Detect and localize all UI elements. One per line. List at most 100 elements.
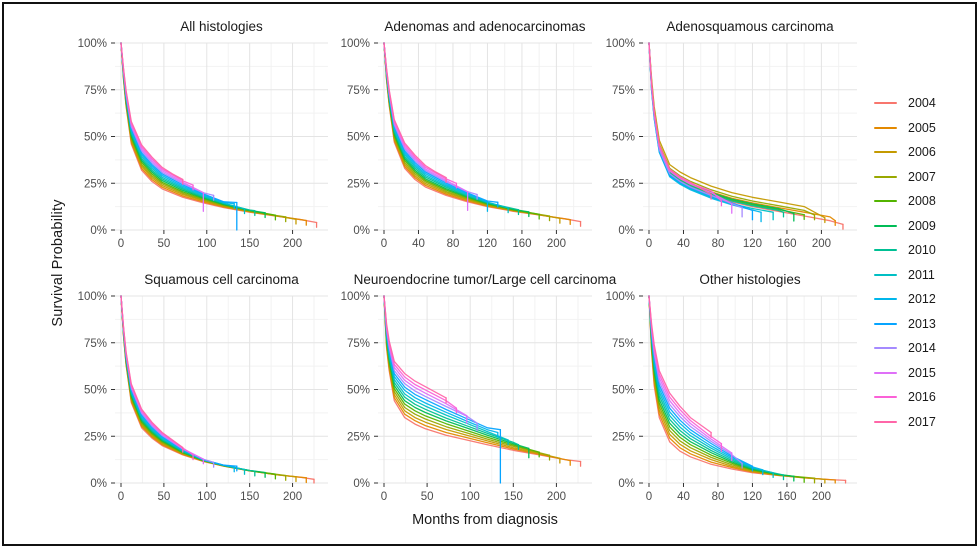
x-tick-label: 80	[712, 238, 725, 250]
survival-curves	[383, 42, 582, 227]
y-tick-label: 25%	[347, 431, 370, 443]
legend-label: 2012	[908, 292, 936, 306]
gridlines	[643, 42, 857, 231]
axis-ticks	[374, 295, 557, 487]
y-tick-label: 75%	[347, 85, 370, 97]
y-tick-label: 50%	[84, 385, 107, 397]
legend-label: 2016	[908, 390, 936, 404]
legend-label: 2004	[908, 96, 936, 110]
x-tick-label: 0	[646, 238, 652, 250]
x-tick-label: 200	[283, 238, 302, 250]
y-tick-label: 100%	[78, 291, 107, 303]
x-tick-label: 0	[118, 238, 124, 250]
survival-curve-2015	[120, 42, 204, 194]
legend-item-2014: 2014	[874, 336, 936, 361]
survival-curve-2004	[648, 295, 847, 482]
legend-item-2005: 2005	[874, 116, 936, 141]
survival-curve-2015	[383, 42, 469, 193]
y-axis-title: Survival Probability	[50, 199, 66, 327]
survival-curves	[648, 295, 847, 484]
x-tick-label: 40	[412, 238, 425, 250]
legend-label: 2013	[908, 316, 936, 331]
survival-curve-2017	[120, 42, 184, 181]
y-tick-label: 25%	[612, 431, 635, 443]
y-tick-label: 100%	[341, 291, 370, 303]
x-tick-label: 120	[743, 238, 762, 250]
x-tick-label: 120	[478, 238, 497, 250]
x-tick-label: 160	[777, 238, 796, 250]
x-tick-label: 160	[777, 491, 796, 503]
legend-label: 2006	[908, 145, 936, 159]
survival-curve-2007	[648, 295, 816, 479]
legend-label: 2010	[908, 243, 936, 257]
y-tick-label: 100%	[78, 38, 107, 50]
x-tick-label: 200	[283, 491, 302, 503]
survival-curve-2013	[120, 295, 238, 467]
axis-ticks	[111, 42, 294, 234]
legend-line-swatch	[874, 224, 897, 227]
panel-title: Squamous cell carcinoma	[144, 272, 299, 287]
survival-curve-2017	[648, 42, 712, 196]
survival-curve-2015	[648, 42, 733, 205]
legend-label: 2005	[908, 120, 936, 135]
survival-curve-2009	[648, 42, 795, 215]
axis-tick-labels: 0% 25% 50% 75% 100% 0 40 80 120 160 200	[606, 38, 831, 250]
panel-adenosquamous-carcinoma: 0% 25% 50% 75% 100% 0 40 80 120 160 200 Adenosquamo…	[606, 19, 857, 250]
legend-item-2015: 2015	[874, 361, 936, 386]
legend-line-swatch	[874, 273, 897, 276]
survival-curve-2006	[648, 295, 826, 481]
legend: 2004 2005 2006 2007 2008 2009 2010 2011 2012 2013…	[874, 91, 936, 434]
gridlines	[643, 295, 857, 484]
y-tick-label: 100%	[341, 38, 370, 50]
legend-label: 2011	[908, 267, 935, 282]
y-tick-label: 75%	[84, 338, 107, 350]
panel-adenomas-and-adenocarcinomas: 0% 25% 50% 75% 100% 0 40 80 120 160 200 Adenomas an…	[341, 19, 592, 250]
survival-curves	[120, 42, 318, 231]
survival-curve-2012	[120, 295, 235, 468]
axis-ticks	[639, 295, 822, 487]
survival-curve-2004	[120, 295, 315, 480]
legend-label: 2009	[908, 218, 936, 233]
survival-curve-2008	[120, 295, 277, 475]
legend-line-swatch	[874, 298, 897, 301]
panel-title: All histologies	[180, 19, 263, 34]
legend-label: 2014	[908, 341, 936, 355]
x-tick-label: 50	[157, 238, 170, 250]
x-tick-label: 0	[381, 238, 387, 250]
x-tick-label: 160	[512, 238, 531, 250]
axis-ticks	[639, 42, 822, 234]
survival-curve-2017	[383, 295, 447, 399]
survival-curve-2004	[383, 42, 582, 223]
x-tick-label: 150	[240, 491, 259, 503]
legend-label: 2008	[908, 194, 936, 208]
survival-curve-2007	[120, 295, 287, 477]
legend-item-2011: 2011	[874, 263, 936, 288]
y-tick-label: 100%	[606, 38, 635, 50]
survival-curve-2007	[648, 42, 816, 216]
panel-title: Adenosquamous carcinoma	[666, 19, 834, 34]
legend-line-swatch	[874, 396, 897, 399]
legend-item-2007: 2007	[874, 165, 936, 190]
x-tick-label: 50	[157, 491, 170, 503]
x-tick-label: 100	[197, 491, 216, 503]
y-tick-label: 0%	[353, 478, 370, 490]
y-tick-label: 0%	[90, 225, 107, 237]
panel-all-histologies: 0% 25% 50% 75% 100% 0 50 100 150 200 All histologi…	[78, 19, 328, 250]
x-tick-label: 50	[421, 491, 434, 503]
legend-line-swatch	[874, 200, 897, 203]
survival-curve-2011	[120, 295, 246, 471]
survival-curve-2011	[648, 42, 774, 213]
survival-curve-2006	[648, 42, 826, 219]
y-tick-label: 25%	[84, 178, 107, 190]
legend-item-2006: 2006	[874, 140, 936, 165]
gridlines	[378, 295, 592, 484]
axis-tick-labels: 0% 25% 50% 75% 100% 0 40 80 120 160 200	[341, 38, 566, 250]
survival-curve-2005	[120, 42, 307, 222]
legend-item-2004: 2004	[874, 91, 936, 116]
legend-label: 2017	[908, 414, 936, 429]
y-tick-label: 25%	[84, 431, 107, 443]
x-tick-label: 200	[547, 238, 566, 250]
y-tick-label: 50%	[612, 385, 635, 397]
